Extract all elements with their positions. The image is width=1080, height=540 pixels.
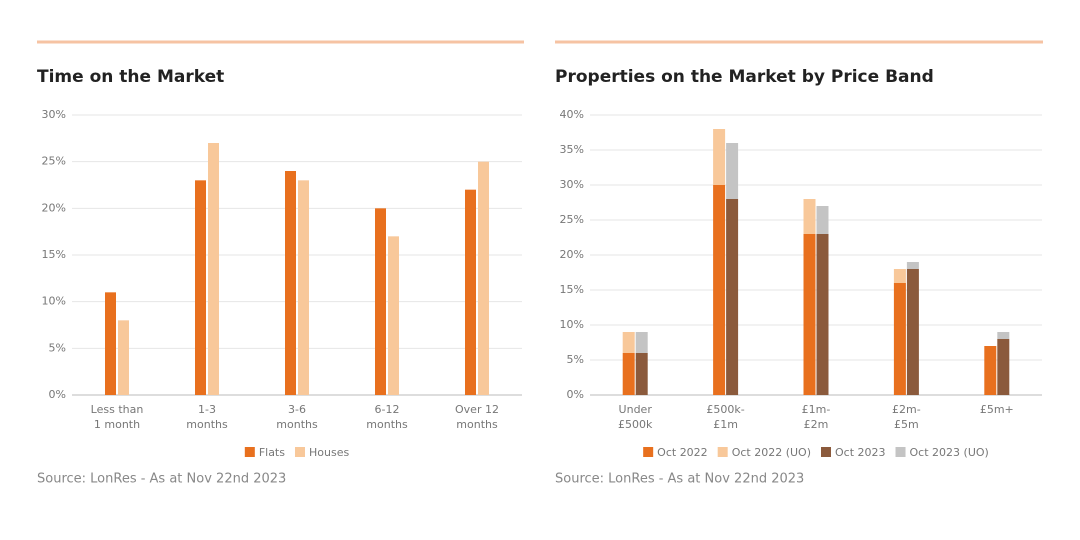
bar — [208, 143, 219, 395]
x-tick-label: months — [276, 418, 318, 431]
y-tick-label: 0% — [567, 388, 584, 401]
bar — [105, 292, 116, 395]
bar-segment — [635, 332, 648, 353]
bar-segment — [713, 185, 726, 395]
legend-swatch — [244, 447, 255, 457]
bar — [388, 236, 399, 395]
y-tick-label: 25% — [42, 155, 66, 168]
bar-segment — [997, 339, 1010, 395]
source: Source: LonRes - As at Nov 22nd 2023 — [37, 472, 286, 487]
legend-label: Oct 2022 — [657, 446, 708, 459]
bar-segment — [997, 332, 1010, 339]
y-tick-label: 35% — [560, 143, 584, 156]
bar-segment — [803, 234, 816, 395]
x-tick-label: 1 month — [94, 418, 140, 431]
legend-swatch — [294, 447, 305, 457]
bar-segment — [893, 283, 906, 395]
x-tick-label: £2m- — [892, 403, 921, 416]
legend-swatch — [643, 447, 654, 457]
y-tick-label: 10% — [560, 318, 584, 331]
legend-label: Oct 2022 (UO) — [732, 446, 811, 459]
y-tick-label: 20% — [42, 201, 66, 214]
y-tick-label: 25% — [560, 213, 584, 226]
y-tick-label: 30% — [42, 108, 66, 121]
y-tick-label: 30% — [560, 178, 584, 191]
legend-swatch — [821, 447, 831, 457]
bar-segment — [713, 129, 726, 185]
x-tick-label: £5m+ — [980, 403, 1014, 416]
x-tick-label: Under — [619, 403, 653, 416]
bar-segment — [816, 206, 829, 234]
bar-segment — [726, 143, 739, 199]
y-tick-label: 5% — [567, 353, 584, 366]
bar-segment — [803, 199, 816, 234]
bar — [478, 161, 489, 395]
legend-label: Oct 2023 — [835, 446, 886, 459]
bar-segment — [906, 269, 919, 395]
chart-title: Time on the Market — [37, 67, 224, 87]
bar-segment — [622, 332, 635, 353]
y-tick-label: 15% — [42, 248, 66, 261]
x-tick-label: 3-6 — [288, 403, 306, 416]
bar-segment — [893, 269, 906, 283]
x-tick-label: £1m- — [802, 403, 831, 416]
bar-segment — [622, 353, 635, 395]
y-tick-label: 10% — [42, 295, 66, 308]
bar — [375, 208, 386, 395]
x-tick-label: Less than — [91, 403, 144, 416]
x-tick-label: 1-3 — [198, 403, 216, 416]
bar — [195, 180, 206, 395]
bar-segment — [816, 234, 829, 395]
x-tick-label: £500k- — [706, 403, 744, 416]
bar — [465, 189, 476, 395]
legend-label: Houses — [309, 446, 349, 459]
bar-segment — [726, 199, 739, 395]
legend-swatch — [895, 447, 906, 457]
y-tick-label: 15% — [560, 283, 584, 296]
y-tick-label: 40% — [560, 108, 584, 121]
legend-label: Oct 2023 (UO) — [910, 446, 989, 459]
x-tick-label: months — [186, 418, 228, 431]
bar-segment — [906, 262, 919, 269]
y-tick-label: 5% — [49, 341, 66, 354]
source: Source: LonRes - As at Nov 22nd 2023 — [555, 472, 804, 487]
bar-segment — [635, 353, 648, 395]
bar — [285, 171, 296, 395]
bar — [118, 320, 129, 395]
y-tick-label: 0% — [49, 388, 66, 401]
bar — [298, 180, 309, 395]
legend-label: Flats — [259, 446, 285, 459]
y-tick-label: 20% — [560, 248, 584, 261]
x-tick-label: £1m — [713, 418, 738, 431]
x-tick-label: months — [456, 418, 498, 431]
x-tick-label: Over 12 — [455, 403, 499, 416]
x-tick-label: 6-12 — [375, 403, 400, 416]
x-tick-label: £5m — [894, 418, 919, 431]
x-tick-label: £500k — [618, 418, 653, 431]
chart-title: Properties on the Market by Price Band — [555, 67, 934, 87]
legend-swatch — [717, 447, 728, 457]
bar-segment — [984, 346, 997, 395]
x-tick-label: months — [366, 418, 408, 431]
x-tick-label: £2m — [804, 418, 829, 431]
